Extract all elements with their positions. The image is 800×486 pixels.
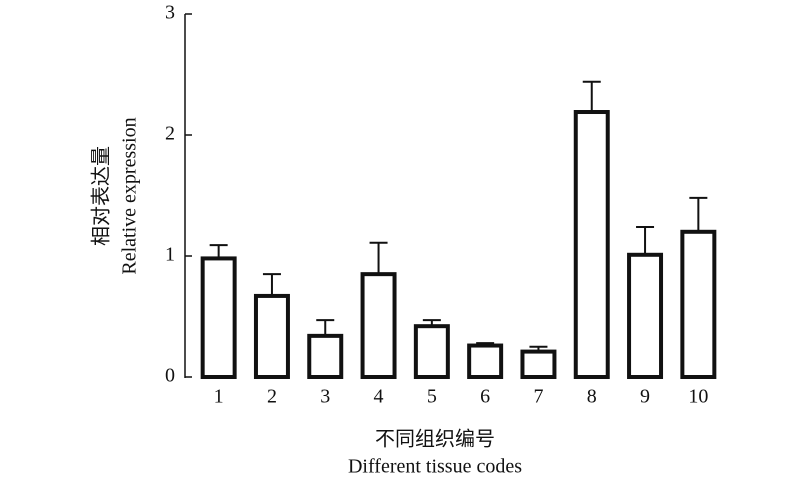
bar [680, 229, 717, 379]
x-tick-label: 7 [533, 386, 543, 408]
bar [627, 252, 664, 379]
y-axis-label: Relative expression [119, 117, 141, 274]
x-axis-label: 不同组织编号 [375, 428, 495, 451]
bar [307, 333, 344, 379]
y-tick-label: 3 [165, 2, 175, 24]
x-tick-label: 1 [214, 386, 224, 408]
x-tick-label: 10 [688, 386, 708, 408]
bar [200, 256, 237, 380]
x-tick-label: 3 [320, 386, 330, 408]
x-axis-label: Different tissue codes [348, 456, 522, 478]
bar [573, 110, 610, 379]
bar [520, 349, 557, 379]
x-tick-label: 2 [267, 386, 277, 408]
bar [253, 293, 290, 379]
y-tick-label: 1 [165, 244, 175, 266]
bar [413, 324, 450, 379]
bar [360, 272, 397, 379]
x-tick-label: 9 [640, 386, 650, 408]
y-tick-label: 0 [165, 365, 175, 387]
x-tick-label: 5 [427, 386, 437, 408]
bar [467, 343, 504, 380]
x-tick-label: 4 [374, 386, 384, 408]
y-tick-label: 2 [165, 123, 175, 145]
y-axis-label: 相对表达量 [90, 146, 113, 246]
x-tick-label: 8 [587, 386, 597, 408]
x-tick-label: 6 [480, 386, 490, 408]
